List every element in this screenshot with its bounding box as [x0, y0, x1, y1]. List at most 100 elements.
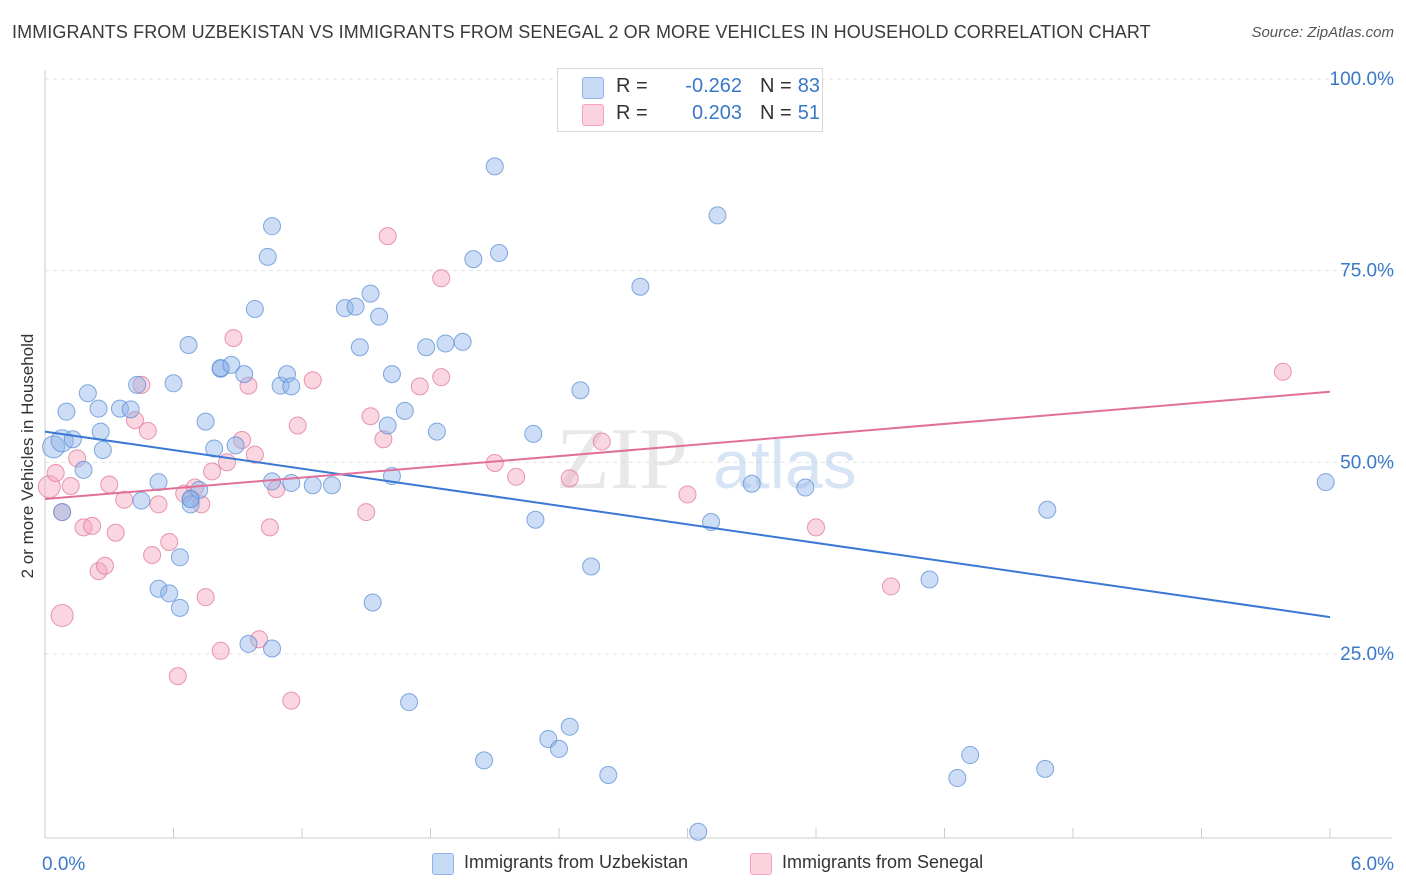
data-point: [322, 476, 341, 495]
data-point: [121, 400, 140, 419]
data-point: [74, 460, 93, 479]
data-point: [143, 545, 162, 564]
data-point: [263, 639, 282, 658]
data-point: [196, 412, 215, 431]
data-point: [361, 407, 380, 426]
data-point: [160, 532, 179, 551]
data-point: [95, 556, 114, 575]
data-point: [170, 598, 189, 617]
legend-r-value: -0.262: [685, 75, 742, 97]
data-point: [881, 577, 900, 596]
data-point: [961, 746, 980, 765]
bottom-legend-label: Immigrants from Uzbekistan: [464, 852, 689, 872]
data-point: [524, 424, 543, 443]
data-point: [350, 338, 369, 357]
data-point: [490, 243, 509, 262]
data-point: [432, 368, 451, 387]
data-point: [149, 495, 168, 514]
trend-line-uzbekistan: [44, 430, 1331, 619]
data-point: [485, 157, 504, 176]
data-point: [417, 338, 436, 357]
y-tick-label: 75.0%: [1340, 261, 1394, 282]
data-point: [475, 751, 494, 770]
data-point: [93, 440, 112, 459]
x-tick-label: 0.0%: [42, 854, 85, 875]
data-point: [61, 477, 80, 496]
data-point: [211, 358, 230, 377]
data-point: [920, 570, 939, 589]
data-point: [83, 516, 102, 535]
data-point: [53, 503, 72, 522]
data-point: [170, 548, 189, 567]
y-tick-label: 25.0%: [1340, 644, 1394, 665]
data-point: [382, 365, 401, 384]
data-point: [100, 475, 119, 494]
legend-n-label: N =: [760, 102, 792, 124]
series-uzbekistan-points: [42, 157, 1335, 841]
data-point: [689, 822, 708, 841]
data-point: [78, 384, 97, 403]
data-point: [89, 399, 108, 418]
data-point: [106, 523, 125, 542]
data-point: [400, 693, 419, 712]
data-point: [160, 584, 179, 603]
bottom-legend-swatch-senegal: [750, 853, 772, 875]
legend-r-label: R =: [616, 75, 648, 97]
data-point: [432, 269, 451, 288]
data-point: [599, 765, 618, 784]
y-tick-label: 100.0%: [1330, 69, 1395, 90]
data-point: [203, 462, 222, 481]
data-point: [258, 247, 277, 266]
data-point: [192, 495, 211, 514]
source-credit: Source: ZipAtlas.com: [1251, 24, 1394, 41]
data-point: [550, 739, 568, 758]
legend-n-value: 83: [797, 75, 820, 97]
data-point: [91, 422, 110, 441]
data-point: [708, 206, 727, 225]
data-point: [196, 588, 215, 607]
data-point: [592, 432, 611, 451]
data-point: [245, 445, 264, 464]
data-point: [63, 430, 82, 449]
data-point: [436, 334, 455, 353]
legend-n-value: 51: [797, 102, 820, 124]
data-point: [582, 557, 601, 576]
data-point: [1316, 473, 1335, 492]
data-point: [239, 376, 258, 395]
data-point: [370, 307, 389, 326]
legend-r-value: 0.203: [691, 102, 742, 124]
watermark-zip: ZIP: [556, 411, 688, 508]
data-point: [464, 250, 483, 269]
data-point: [346, 297, 365, 316]
trend-line-senegal: [44, 390, 1331, 501]
data-point: [282, 377, 301, 396]
data-point: [1036, 759, 1055, 778]
data-point: [361, 284, 380, 303]
legend-swatch-uzbekistan: [582, 77, 604, 99]
bottom-legend-swatch-uzbekistan: [432, 853, 454, 875]
data-point: [948, 769, 967, 788]
data-point: [485, 454, 504, 473]
data-point: [168, 667, 187, 686]
data-point: [796, 478, 815, 497]
data-point: [303, 371, 322, 390]
data-point: [125, 411, 144, 430]
data-point: [742, 474, 761, 493]
tick-labels: 100.0% 75.0% 50.0% 25.0% 0.0% 6.0%: [42, 69, 1394, 875]
data-point: [507, 467, 526, 486]
series-senegal-points: [37, 227, 1292, 710]
data-point: [453, 332, 472, 351]
data-point: [571, 381, 590, 400]
data-point: [560, 469, 579, 488]
data-point: [128, 375, 147, 394]
legend-n-label: N =: [760, 75, 792, 97]
data-point: [179, 335, 198, 354]
trend-lines: [44, 390, 1331, 619]
data-point: [46, 463, 65, 482]
data-point: [427, 422, 446, 441]
data-point: [149, 473, 168, 492]
data-point: [678, 485, 697, 504]
data-point: [1038, 500, 1057, 519]
data-point: [263, 217, 282, 236]
data-point: [149, 579, 168, 598]
